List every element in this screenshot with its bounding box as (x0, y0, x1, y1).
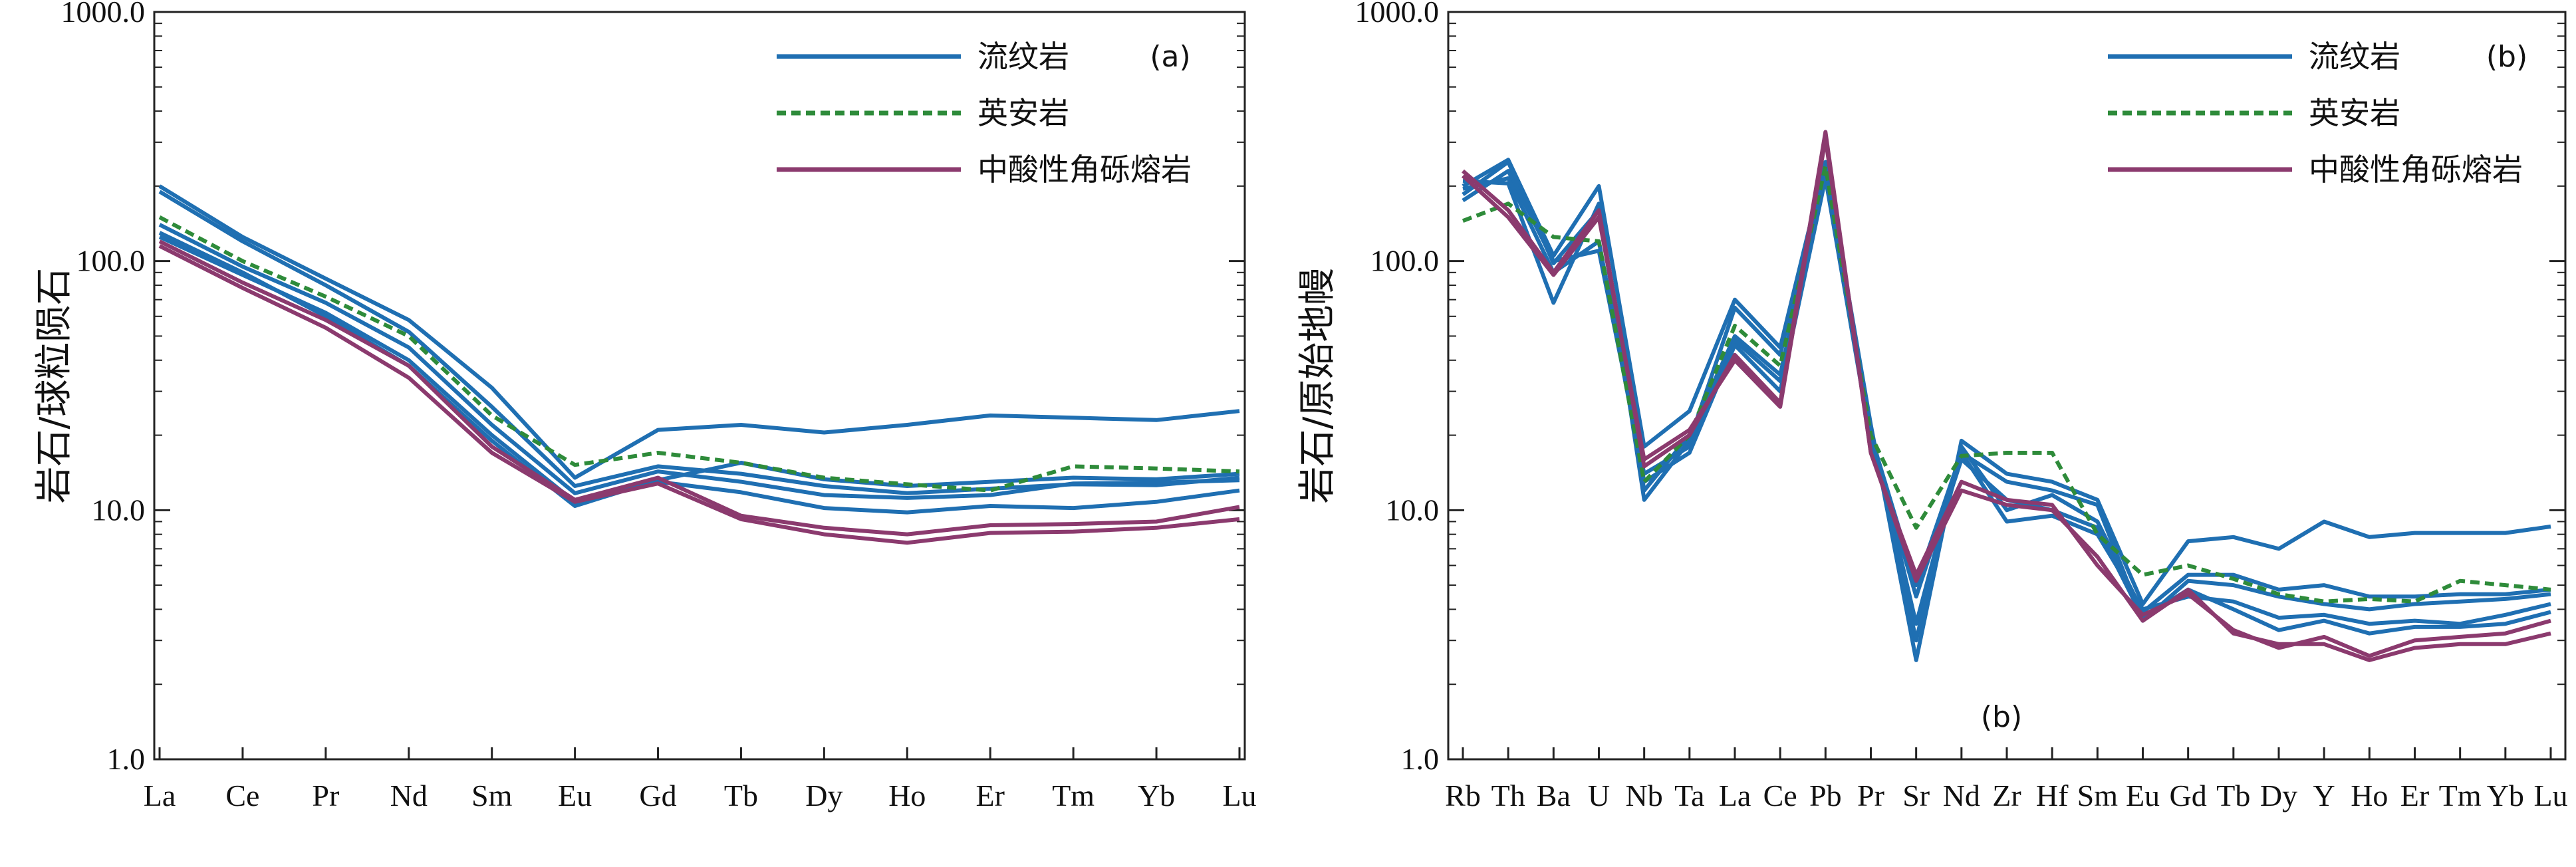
series-line (158, 189, 1240, 495)
y-axis-label: 岩石/球粒陨石 (33, 268, 76, 504)
series-line (1462, 160, 2551, 643)
series-line (158, 184, 1240, 480)
series-line (158, 239, 1240, 537)
x-tick-label: Ba (1537, 779, 1571, 812)
y-tick-label: 100.0 (76, 244, 146, 278)
legend-label: 英安岩 (977, 95, 1069, 131)
x-tick-label: Tb (724, 779, 758, 812)
legend-label: 流纹岩 (2309, 39, 2400, 74)
x-tick-label: Ta (1674, 779, 1704, 812)
y-tick-label: 1000.0 (61, 0, 146, 29)
x-tick-label: Nb (1626, 779, 1663, 812)
series-line (1462, 130, 2551, 658)
panel-b: 1.0 10.0 100.0 1000.0 岩石/原始地幔 Rb Th Ba U Nb Ta La Ce… (1296, 0, 2568, 812)
x-tick-label: Ho (888, 779, 926, 812)
x-tick-label: Tm (2439, 779, 2482, 812)
series-line (1462, 164, 2551, 626)
series-line (1462, 164, 2551, 604)
x-tick-label: Nd (1943, 779, 1980, 812)
x-tick-label: Th (1491, 779, 1525, 812)
y-tick-label: 10.0 (1386, 493, 1440, 527)
y-tick-label: 1.0 (1401, 742, 1440, 776)
x-tick-label: Tb (2216, 779, 2250, 812)
legend-label: 流纹岩 (977, 39, 1069, 74)
x-tick-label: Tm (1052, 779, 1095, 812)
x-tick-label: Ce (225, 779, 259, 812)
x-tick-label: Pr (312, 779, 339, 812)
series-line (1462, 169, 2551, 626)
x-tick-label: Sm (471, 779, 513, 812)
x-tick-label: Eu (558, 779, 592, 812)
x-tick-label: Gd (2170, 779, 2207, 812)
x-tick-label: Eu (2126, 779, 2160, 812)
series-line (1462, 176, 2551, 636)
x-tick-label: Er (2400, 779, 2429, 812)
x-tick-label: La (144, 779, 176, 812)
x-tick-label: Gd (639, 779, 676, 812)
series-line (158, 231, 1240, 508)
x-tick-label: Yb (1138, 779, 1175, 812)
panel-footer-tag: (b) (1981, 700, 2022, 734)
x-tick-label: Sr (1902, 779, 1930, 812)
series-line (1461, 136, 2551, 662)
x-tick-label: La (1719, 779, 1751, 812)
x-tick-label: Zr (1992, 779, 2021, 812)
series-line (158, 223, 1240, 500)
x-tick-label: Pr (1857, 779, 1884, 812)
panel-tag: (b) (2486, 40, 2527, 74)
panel-tag: (a) (1150, 40, 1190, 74)
series-line (158, 244, 1240, 545)
x-tick-label: U (1588, 779, 1610, 812)
x-tick-label: Lu (1222, 779, 1256, 812)
series-line (158, 215, 1240, 493)
y-tick-label: 1.0 (107, 742, 146, 776)
x-tick-label: Lu (2533, 779, 2567, 812)
x-tick-label: Nd (390, 779, 428, 812)
x-tick-label: Dy (2260, 779, 2297, 812)
x-tick-label: Ho (2351, 779, 2388, 812)
series-line (1462, 158, 2551, 662)
x-tick-label: Pb (1809, 779, 1842, 812)
x-tick-label: Y (2313, 779, 2335, 812)
legend-label: 英安岩 (2309, 95, 2400, 131)
x-tick-label: Er (976, 779, 1005, 812)
y-tick-label: 1000.0 (1355, 0, 1440, 29)
x-tick-label: Rb (1445, 779, 1481, 812)
x-tick-label: Hf (2036, 779, 2069, 812)
legend-label: 中酸性角砾熔岩 (977, 152, 1192, 187)
panel-a: 1.0 10.0 100.0 1000.0 岩石/球粒陨石 La Ce Pr Nd Sm Eu Gd T… (33, 0, 1257, 812)
y-tick-label: 10.0 (92, 493, 146, 527)
x-tick-label: Ce (1763, 779, 1797, 812)
series-line (158, 235, 1240, 515)
x-tick-label: Sm (2077, 779, 2119, 812)
y-axis-label: 岩石/原始地幔 (1296, 268, 1339, 504)
plot-frame (153, 11, 1246, 761)
y-tick-label: 100.0 (1370, 244, 1440, 278)
x-tick-label: Dy (805, 779, 842, 812)
x-tick-label: Yb (2487, 779, 2524, 812)
legend-label: 中酸性角砾熔岩 (2309, 152, 2523, 187)
